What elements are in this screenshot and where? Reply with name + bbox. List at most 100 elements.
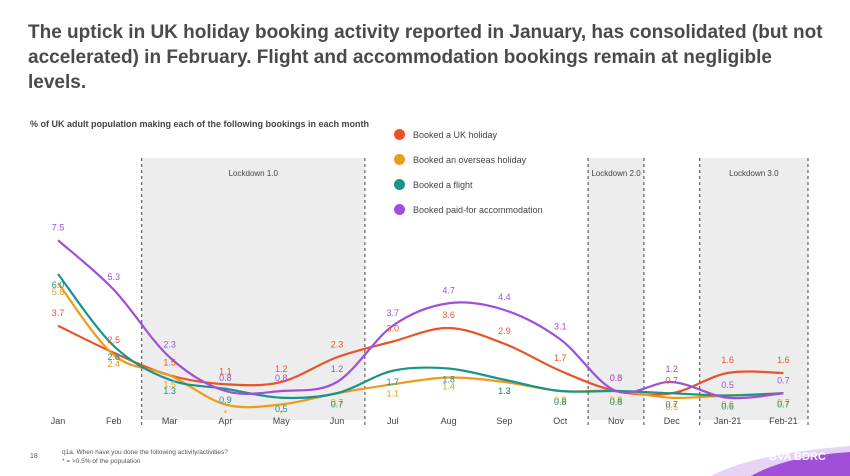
data-label: 3.0: [387, 324, 400, 334]
data-label: 2.8: [108, 352, 121, 362]
data-label: 1.8: [442, 375, 455, 385]
data-label: 0.8: [554, 397, 567, 407]
data-label: 7.5: [52, 222, 65, 232]
lockdown-label-2: Lockdown 2.0: [591, 169, 641, 178]
data-label: 0.8: [610, 397, 623, 407]
data-label: 0.7: [331, 399, 344, 409]
data-label: 1.7: [387, 377, 400, 387]
data-label: 1.2: [275, 364, 288, 374]
x-tick-label: Nov: [608, 416, 625, 426]
data-label: 0.8: [610, 373, 623, 383]
data-label: 6.0: [52, 280, 65, 290]
legend-label: Booked a UK holiday: [413, 129, 498, 140]
data-label: 4.7: [442, 285, 455, 295]
x-tick-label: Jan: [51, 416, 66, 426]
data-label: 0.7: [777, 397, 790, 407]
x-tick-label: Jun: [330, 416, 345, 426]
data-label: 5.3: [108, 272, 121, 282]
legend-item-1: Booked a UK holiday: [394, 122, 543, 147]
data-label: 1.1: [387, 388, 400, 398]
data-label: 2.3: [163, 339, 176, 349]
lockdown-label-1: Lockdown 1.0: [229, 169, 279, 178]
chart-subtitle: % of UK adult population making each of …: [30, 119, 369, 129]
series-line-2: [57, 282, 784, 409]
x-tick-label: Feb-21: [769, 416, 798, 426]
data-label: 0.7: [777, 399, 790, 409]
data-label: 2.5: [108, 335, 121, 345]
footnote-question: q1a. When have you done the following ac…: [62, 449, 228, 456]
x-tick-label: Dec: [664, 416, 681, 426]
x-tick-label: Aug: [441, 416, 457, 426]
data-label: 3.7: [387, 308, 400, 318]
data-label: 5.6: [52, 287, 65, 297]
data-label: 3.6: [442, 310, 455, 320]
data-label: 0.8: [554, 395, 567, 405]
data-label: 3.1: [554, 321, 567, 331]
data-label: 2.9: [498, 326, 511, 336]
data-label: 1.6: [777, 355, 790, 365]
data-label: 1.4: [442, 382, 455, 392]
page-title: The uptick in UK holiday booking activit…: [28, 22, 823, 93]
chart-legend: Booked a UK holiday Booked an overseas ho…: [394, 122, 543, 222]
legend-swatch: [394, 129, 405, 140]
legend-item-2: Booked an overseas holiday: [394, 147, 543, 172]
logo-text: BVA BDRC: [769, 451, 826, 463]
page-number: 18: [30, 453, 38, 460]
data-label: 0.8: [275, 373, 288, 383]
series-line-4: [57, 239, 784, 400]
legend-swatch: [394, 204, 405, 215]
legend-label: Booked paid-for accommodation: [413, 204, 543, 215]
data-label: *: [224, 409, 228, 419]
footnote-note: * = >0.5% of the population: [62, 458, 141, 465]
line-chart: Lockdown 1.0 Lockdown 2.0 Lockdown 3.0 3.7…: [51, 158, 809, 428]
x-tick-label: Jul: [387, 416, 399, 426]
data-label: 0.6: [721, 402, 734, 412]
data-label: 1.5: [163, 379, 176, 389]
data-label: 1.5: [163, 357, 176, 367]
data-label: 0.5: [666, 402, 679, 412]
footnote: q1a. When have you done the following ac…: [62, 448, 228, 466]
x-tick-label: Sep: [496, 416, 512, 426]
legend-label: Booked an overseas holiday: [413, 154, 527, 165]
data-label: 1.3: [498, 386, 511, 396]
x-tick-label: Oct: [553, 416, 568, 426]
legend-item-3: Booked a flight: [394, 172, 543, 197]
series-line-3: [57, 273, 784, 400]
data-label: 0.5: [721, 380, 734, 390]
data-label: 4.4: [498, 292, 511, 302]
data-label: 1.2: [498, 386, 511, 396]
data-label: 0.7: [331, 397, 344, 407]
data-label: 0.8: [610, 373, 623, 383]
data-label: 1.1: [219, 366, 232, 376]
legend-label: Booked a flight: [413, 179, 473, 190]
data-label: 0.9: [219, 395, 232, 405]
legend-swatch: [394, 154, 405, 165]
data-label: 0.5: [275, 404, 288, 414]
logo-badge: [711, 446, 850, 476]
data-label: 1.2: [331, 364, 344, 374]
lockdown-region-3: [699, 158, 808, 420]
data-label: 0.8: [219, 373, 232, 383]
data-label: 2.3: [331, 339, 344, 349]
data-label: 1.2: [666, 364, 679, 374]
legend-swatch: [394, 179, 405, 190]
data-label: *: [279, 409, 283, 419]
data-label: 0.6: [721, 400, 734, 410]
data-label: 3.7: [52, 308, 65, 318]
x-tick-label: May: [273, 416, 291, 426]
lockdown-label-3: Lockdown 3.0: [729, 169, 779, 178]
data-label: 0.7: [666, 375, 679, 385]
x-tick-label: Mar: [162, 416, 178, 426]
data-label: 2.4: [108, 359, 121, 369]
data-label: 1.6: [721, 355, 734, 365]
legend-item-4: Booked paid-for accommodation: [394, 197, 543, 222]
data-label: 0.7: [777, 375, 790, 385]
data-label: 0.7: [666, 399, 679, 409]
x-tick-label: Jan-21: [714, 416, 742, 426]
lockdown-region-1: [141, 158, 365, 420]
data-label: 1.3: [163, 386, 176, 396]
x-tick-label: Feb: [106, 416, 122, 426]
data-label: 0.8: [610, 395, 623, 405]
x-tick-label: Apr: [218, 416, 232, 426]
data-label: 1.7: [554, 353, 567, 363]
